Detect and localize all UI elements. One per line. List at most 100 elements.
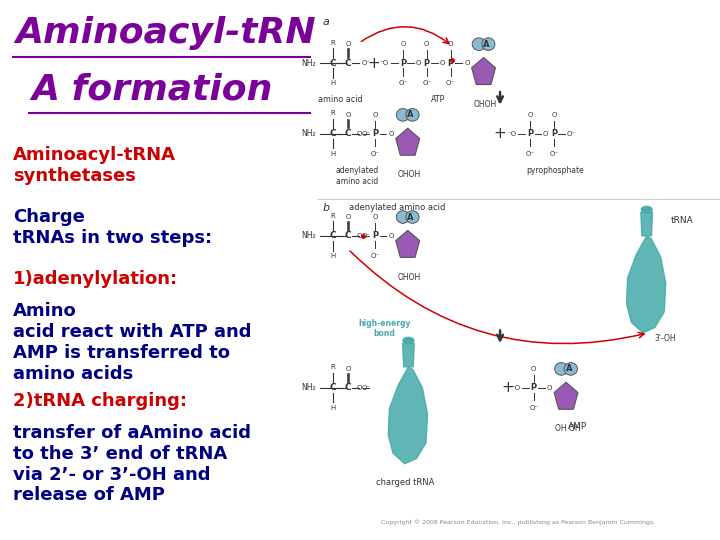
Text: R: R: [330, 40, 335, 46]
Text: O⁻: O⁻: [549, 151, 559, 157]
Text: O: O: [440, 60, 445, 66]
Text: AMP: AMP: [567, 422, 587, 431]
Polygon shape: [626, 236, 666, 333]
Text: H: H: [330, 151, 336, 157]
Text: O: O: [356, 385, 361, 391]
Text: C: C: [345, 58, 351, 68]
Text: P: P: [448, 58, 454, 68]
Polygon shape: [641, 212, 652, 236]
Ellipse shape: [642, 206, 652, 213]
Text: NH₂: NH₂: [302, 383, 316, 392]
Text: ⁻O: ⁻O: [379, 60, 388, 66]
Text: O: O: [356, 233, 361, 239]
Text: OH OH: OH OH: [555, 424, 581, 434]
Text: O: O: [373, 112, 378, 118]
Text: C: C: [345, 231, 351, 240]
Text: O: O: [388, 131, 394, 137]
Text: O⁻: O⁻: [398, 80, 408, 86]
Text: Copyright © 2008 Pearson Education, Inc., publishing as Pearson Benjamin Cumming: Copyright © 2008 Pearson Education, Inc.…: [382, 519, 655, 525]
Text: adenylated amino acid: adenylated amino acid: [349, 204, 446, 212]
Text: O: O: [388, 233, 394, 239]
Text: O: O: [373, 214, 378, 220]
Text: O⁻: O⁻: [526, 151, 535, 157]
Text: 2)tRNA charging:: 2)tRNA charging:: [13, 392, 186, 409]
Text: Amino
acid react with ATP and
AMP is transferred to
amino acids: Amino acid react with ATP and AMP is tra…: [13, 302, 251, 383]
Text: OHOH: OHOH: [474, 100, 497, 109]
Text: C: C: [329, 383, 336, 392]
Text: pyrophosphate: pyrophosphate: [526, 166, 584, 175]
Text: C: C: [345, 129, 351, 138]
Text: transfer of aAmino acid
to the 3’ end of tRNA
via 2’- or 3’-OH and
release of AM: transfer of aAmino acid to the 3’ end of…: [13, 424, 251, 504]
Text: A: A: [566, 364, 572, 374]
Text: A: A: [408, 213, 414, 221]
Text: +: +: [367, 56, 380, 71]
Text: A formation: A formation: [32, 73, 273, 107]
Text: O: O: [424, 41, 429, 48]
Text: O: O: [528, 112, 533, 118]
Text: O⁻: O⁻: [362, 60, 371, 66]
Ellipse shape: [406, 211, 419, 224]
Ellipse shape: [482, 38, 495, 50]
Polygon shape: [402, 343, 414, 367]
Text: O: O: [346, 41, 351, 48]
Text: O: O: [346, 366, 351, 372]
Text: high-energy
bond: high-energy bond: [359, 319, 411, 338]
Text: P: P: [372, 231, 379, 240]
Ellipse shape: [472, 38, 485, 50]
Ellipse shape: [564, 363, 577, 375]
Text: P: P: [423, 58, 430, 68]
Text: P: P: [372, 129, 379, 138]
Text: P: P: [527, 129, 534, 138]
Polygon shape: [396, 231, 420, 258]
Text: ⁻O: ⁻O: [508, 131, 516, 137]
Text: amino acid: amino acid: [318, 96, 363, 105]
Text: R: R: [330, 111, 335, 117]
Ellipse shape: [406, 109, 419, 121]
Text: ⁻O: ⁻O: [511, 385, 521, 391]
Text: O⁻: O⁻: [362, 131, 371, 137]
Ellipse shape: [396, 211, 410, 224]
Polygon shape: [554, 382, 578, 409]
Text: C: C: [329, 58, 336, 68]
Text: O⁻: O⁻: [529, 405, 539, 411]
Text: Aminoacyl-tRN: Aminoacyl-tRN: [16, 16, 317, 50]
Ellipse shape: [403, 337, 414, 344]
Text: O: O: [356, 131, 361, 137]
Text: OHOH: OHOH: [398, 273, 421, 281]
Text: 3'-OH: 3'-OH: [654, 334, 675, 342]
Polygon shape: [388, 367, 428, 464]
Text: adenylated
amino acid: adenylated amino acid: [336, 166, 379, 186]
Text: O⁻: O⁻: [371, 253, 380, 259]
Text: O⁻: O⁻: [362, 233, 371, 239]
Text: Aminoacyl-tRNA
synthetases: Aminoacyl-tRNA synthetases: [13, 146, 176, 185]
Text: +: +: [501, 380, 514, 395]
Polygon shape: [396, 128, 420, 155]
Text: R: R: [330, 213, 335, 219]
Text: P: P: [531, 383, 537, 392]
Text: +: +: [494, 126, 506, 141]
Text: O: O: [543, 131, 549, 137]
Text: O: O: [346, 112, 351, 118]
Text: NH₂: NH₂: [302, 129, 316, 138]
Text: H: H: [330, 80, 336, 86]
Text: O⁻: O⁻: [371, 151, 380, 157]
Text: H: H: [330, 405, 336, 411]
Text: O: O: [346, 214, 351, 220]
Text: R: R: [330, 364, 335, 370]
Text: Charge
tRNAs in two steps:: Charge tRNAs in two steps:: [13, 208, 212, 247]
Text: tRNA: tRNA: [670, 215, 693, 225]
Ellipse shape: [396, 109, 410, 121]
Text: C: C: [329, 231, 336, 240]
Text: A: A: [483, 39, 490, 49]
Text: O: O: [552, 112, 557, 118]
Text: O⁻: O⁻: [422, 80, 431, 86]
Text: O: O: [464, 60, 469, 66]
Text: NH₂: NH₂: [302, 231, 316, 240]
Text: P: P: [551, 129, 557, 138]
Text: O: O: [448, 41, 454, 48]
Text: C: C: [329, 129, 336, 138]
Text: O: O: [415, 60, 421, 66]
Text: A: A: [408, 110, 414, 119]
Text: P: P: [400, 58, 406, 68]
Text: a: a: [323, 17, 329, 27]
